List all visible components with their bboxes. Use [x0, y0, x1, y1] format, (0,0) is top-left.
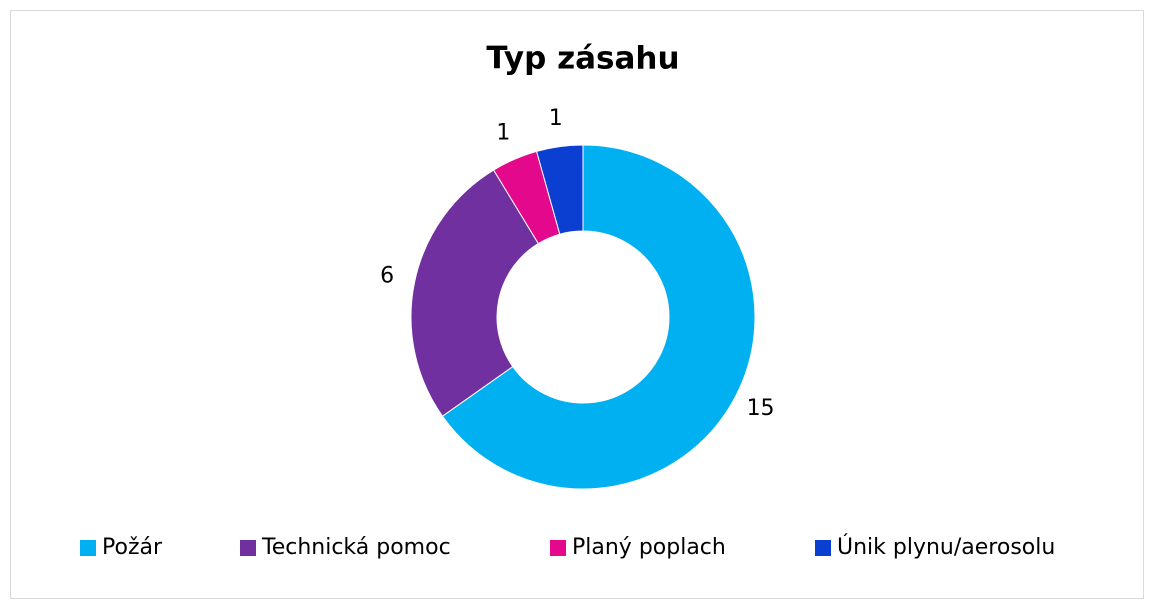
data-label: 1 — [496, 121, 510, 146]
legend-label: Únik plynu/aerosolu — [837, 534, 1055, 560]
chart-border — [10, 10, 1144, 599]
donut-slice — [441, 144, 756, 490]
legend-swatch — [815, 540, 831, 556]
donut-slice — [535, 144, 584, 235]
chart-title: Typ zásahu — [486, 41, 679, 77]
legend-swatch — [80, 540, 96, 556]
data-label: 6 — [380, 263, 394, 288]
legend-label: Požár — [102, 535, 163, 560]
data-label: 1 — [549, 106, 563, 131]
legend-swatch — [240, 540, 256, 556]
legend-label: Technická pomoc — [261, 535, 451, 560]
donut-slice — [410, 169, 540, 417]
legend-swatch — [550, 540, 566, 556]
legend-label: Planý poplach — [572, 535, 726, 560]
data-label: 15 — [747, 396, 775, 421]
